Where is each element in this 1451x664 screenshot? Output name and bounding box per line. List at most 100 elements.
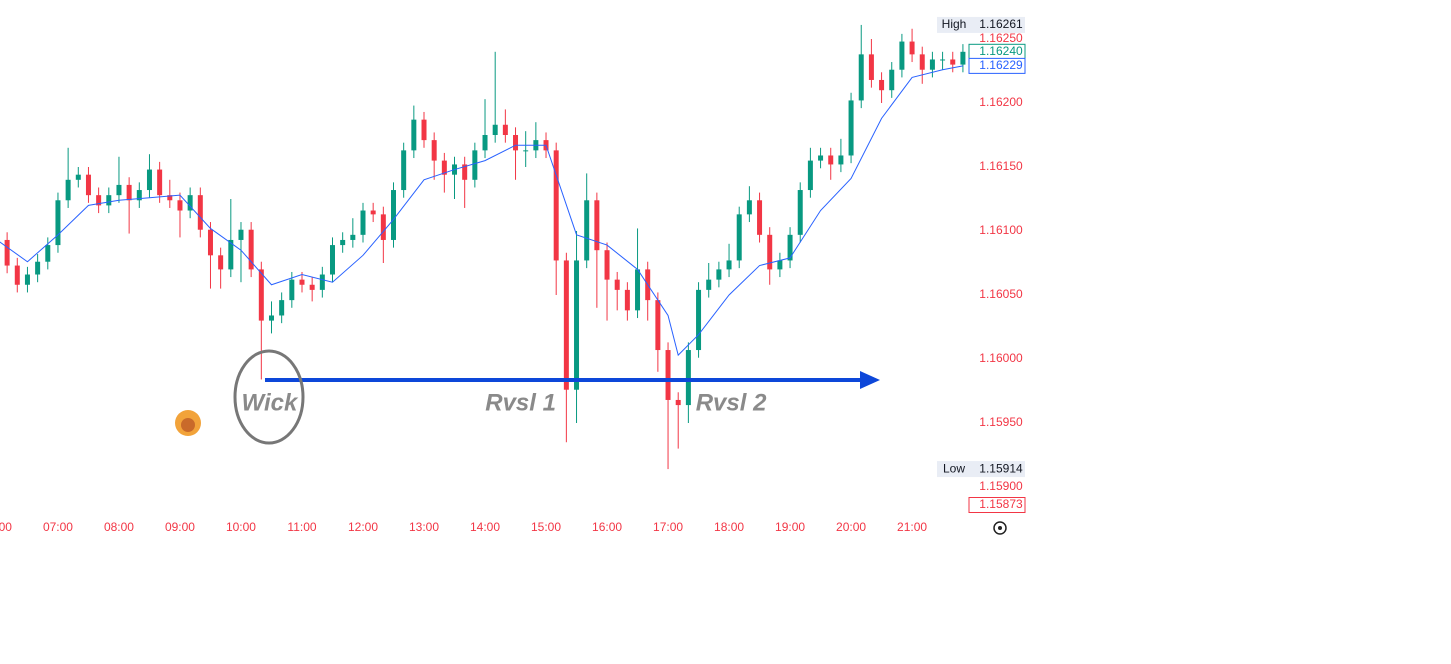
candle-body — [940, 59, 946, 61]
candle-body — [604, 250, 610, 280]
candle-body — [950, 59, 956, 65]
x-tick-label: 12:00 — [348, 520, 378, 534]
candle-body — [563, 260, 569, 390]
candle-body — [319, 274, 325, 290]
candle-body — [848, 100, 854, 156]
candle-body — [299, 279, 305, 285]
candle-body — [177, 200, 183, 211]
candle-body — [126, 184, 132, 201]
candle-body — [807, 160, 813, 191]
candle-body — [248, 229, 254, 270]
candle-body — [65, 179, 71, 201]
candle-body — [787, 234, 793, 261]
candle-body — [289, 279, 295, 301]
high-name: High — [942, 17, 967, 31]
candle-body — [706, 279, 712, 290]
candle-body — [696, 289, 702, 351]
candle-body — [207, 229, 213, 256]
y-tick-label: 1.16200 — [979, 95, 1023, 109]
candle-body — [268, 315, 274, 321]
candle-body — [14, 265, 20, 285]
candle-body — [584, 200, 590, 261]
moving-average — [0, 65, 964, 357]
candle-body — [258, 269, 264, 321]
candle-body — [146, 169, 152, 191]
candle-body — [879, 79, 885, 91]
price-label: 1.16250 — [979, 31, 1023, 45]
annotation: Rvsl 2 — [696, 389, 767, 416]
y-tick-label: 1.15900 — [979, 479, 1023, 493]
candle-body — [4, 239, 10, 266]
candle-body — [685, 350, 691, 406]
candle-body — [197, 195, 203, 230]
high-box — [937, 16, 1025, 33]
x-tick-label: 17:00 — [653, 520, 683, 534]
low-box — [937, 461, 1025, 478]
candle-body — [228, 239, 234, 270]
settings-icon[interactable] — [993, 521, 1007, 535]
candle-body — [726, 260, 732, 270]
candle-body — [767, 234, 773, 270]
candle-body — [960, 51, 966, 65]
candle-body — [889, 69, 895, 91]
candle-body — [85, 174, 91, 196]
plot — [0, 24, 966, 470]
price-label-box — [968, 57, 1026, 74]
candle-body — [675, 399, 681, 406]
candle-body — [614, 279, 620, 290]
candle-body — [472, 150, 478, 180]
candle-body — [421, 119, 427, 141]
candle-body — [929, 59, 935, 70]
candle-body — [777, 260, 783, 270]
candle-body — [655, 300, 661, 351]
x-tick-label: 19:00 — [775, 520, 805, 534]
candle-body — [624, 289, 630, 311]
candle-body — [502, 124, 508, 135]
candle-body — [329, 245, 335, 275]
x-tick-label: 08:00 — [104, 520, 134, 534]
y-tick-label: 1.16100 — [979, 223, 1023, 237]
candle-body — [106, 195, 112, 206]
candle-body — [340, 239, 346, 246]
x-tick-label: 09:00 — [165, 520, 195, 534]
y-tick-label: 1.16000 — [979, 351, 1023, 365]
candle-body — [797, 190, 803, 235]
candle-body — [736, 214, 742, 261]
candle-body — [523, 150, 529, 152]
candle-body — [462, 164, 468, 180]
candle-body — [24, 274, 30, 285]
candle-body — [746, 200, 752, 215]
price-label: 1.16229 — [979, 58, 1023, 72]
candle-body — [818, 155, 824, 161]
candle-body — [441, 160, 447, 175]
candle-body — [594, 200, 600, 251]
candle-body — [370, 210, 376, 215]
candle-body — [380, 214, 386, 240]
candle-body — [574, 260, 580, 390]
candle-body — [309, 284, 315, 290]
candle-body — [401, 150, 407, 191]
candle-body — [716, 269, 722, 280]
candle-body — [360, 210, 366, 235]
x-tick-label: 15:00 — [531, 520, 561, 534]
candle-body — [828, 155, 834, 165]
candle-body — [868, 54, 874, 80]
candle-body — [167, 195, 173, 201]
candle-body — [391, 190, 397, 240]
y-tick-label: 1.16150 — [979, 159, 1023, 173]
x-tick-label: 06:00 — [0, 520, 12, 534]
low-name: Low — [943, 461, 965, 475]
candle-body — [136, 190, 142, 201]
y-tick-label: 1.15950 — [979, 415, 1023, 429]
settings-icon[interactable] — [998, 526, 1002, 530]
candle-body — [187, 195, 193, 211]
logo-icon — [181, 418, 195, 432]
price-label: 1.15873 — [979, 497, 1023, 511]
candle-body — [45, 245, 51, 262]
x-tick-label: 10:00 — [226, 520, 256, 534]
arrow-head — [860, 371, 880, 389]
x-tick-label: 14:00 — [470, 520, 500, 534]
wick-circle — [233, 349, 305, 445]
candle-body — [75, 174, 81, 180]
